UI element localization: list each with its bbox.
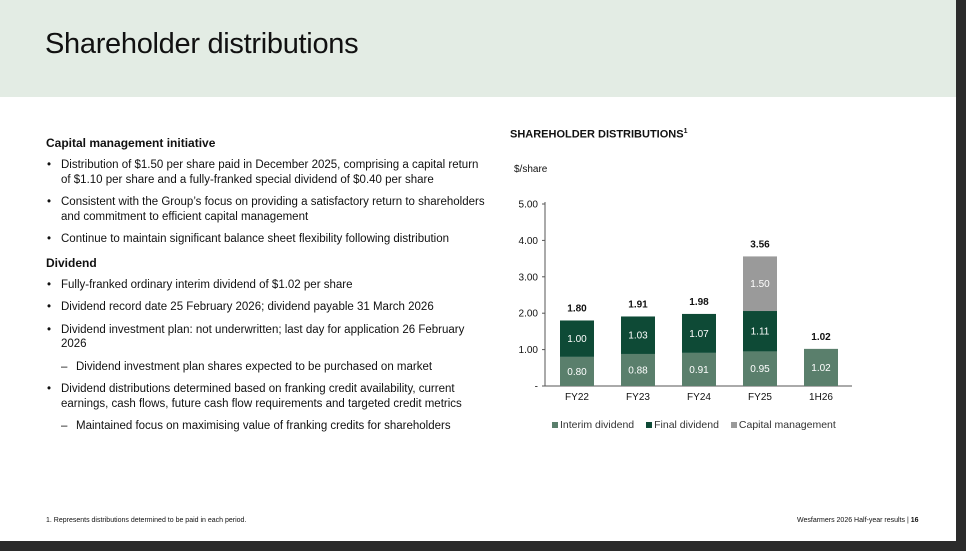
legend-swatch xyxy=(552,422,558,428)
bar-segment-label: 0.95 xyxy=(750,364,770,375)
footer-source: Wesfarmers 2026 Half-year results | 16 xyxy=(797,517,919,524)
bar-segment-label: 0.80 xyxy=(567,367,587,378)
x-tick-label: FY24 xyxy=(687,392,711,403)
bar-segment-label: 1.02 xyxy=(811,363,831,374)
x-tick-label: FY23 xyxy=(626,392,650,403)
y-tick-label: 4.00 xyxy=(519,236,539,247)
bullet-item: Distribution of $1.50 per share paid in … xyxy=(46,158,486,187)
chart-title: SHAREHOLDER DISTRIBUTIONS1 xyxy=(510,128,688,141)
bar-segment xyxy=(743,351,777,386)
legend-item: Final dividend xyxy=(646,419,719,431)
text-column: Capital management initiative Distributio… xyxy=(46,135,486,442)
bar-segment-label: 1.50 xyxy=(750,279,770,290)
bar-total-label: 1.98 xyxy=(689,297,709,308)
bar-total-label: 1.80 xyxy=(567,303,587,314)
x-tick-label: FY22 xyxy=(565,392,589,403)
bar-total-label: 3.56 xyxy=(750,239,770,250)
bar-segment xyxy=(804,348,838,386)
bar-total-label: 1.02 xyxy=(811,332,831,343)
bar-total-label: 1.91 xyxy=(628,299,648,310)
bullet-item: Fully-franked ordinary interim dividend … xyxy=(46,278,486,293)
bullet-list: Fully-franked ordinary interim dividend … xyxy=(46,278,486,434)
slide: Shareholder distributions Capital manage… xyxy=(0,0,956,541)
chart-legend: Interim dividend Final dividend Capital ma… xyxy=(552,419,836,431)
bar-segment xyxy=(743,311,777,352)
legend-item: Interim dividend xyxy=(552,419,634,431)
page-number: 16 xyxy=(910,517,919,524)
bar-segment-label: 1.00 xyxy=(567,334,587,345)
section-heading: Capital management initiative xyxy=(46,136,216,150)
y-axis-label: $/share xyxy=(514,164,548,175)
bullet-item: Dividend record date 25 February 2026; d… xyxy=(46,300,486,315)
bar-segment-label: 0.88 xyxy=(628,365,648,376)
y-tick-label: 5.00 xyxy=(519,200,539,211)
bar-segment xyxy=(743,256,777,312)
section-heading: Dividend xyxy=(46,255,97,270)
x-tick-label: FY25 xyxy=(748,392,772,403)
sub-bullet-item: Dividend investment plan shares expected… xyxy=(46,360,486,375)
y-tick-label: 2.00 xyxy=(519,309,539,320)
bar-segment-label: 1.11 xyxy=(751,327,770,338)
y-tick-label: 1.00 xyxy=(519,345,539,356)
bar-segment-label: 1.03 xyxy=(628,331,648,342)
bullet-item: Dividend investment plan: not underwritt… xyxy=(46,323,486,352)
bar-segment xyxy=(560,320,594,357)
legend-label: Interim dividend xyxy=(560,419,635,431)
stacked-bar-chart: - 1.00 2.00 3.00 4.00 5.00 0.80 1.00 1.80 FY22 0.8… xyxy=(519,200,852,403)
bar-segment xyxy=(621,353,655,386)
legend-swatch xyxy=(646,422,653,428)
bullet-item: Consistent with the Group’s focus on pro… xyxy=(46,195,486,224)
bar-segment xyxy=(621,316,655,354)
bar-segment-label: 0.91 xyxy=(689,365,709,376)
legend-swatch xyxy=(730,422,737,428)
bar-segment xyxy=(682,313,716,353)
bar-segment-label: 1.07 xyxy=(689,329,709,340)
legend-item: Capital management xyxy=(730,419,836,431)
bullet-list: Distribution of $1.50 per share paid in … xyxy=(46,158,486,247)
y-tick-label: 3.00 xyxy=(519,272,539,283)
sub-bullet-item: Maintained focus on maximising value of … xyxy=(46,419,486,434)
footnote: 1. Represents distributions determined t… xyxy=(46,517,247,524)
x-tick-label: 1H26 xyxy=(809,392,833,403)
bar-segment xyxy=(560,356,594,386)
bullet-item: Dividend distributions determined based … xyxy=(46,382,486,411)
page-title: Shareholder distributions xyxy=(45,28,359,60)
header-band: Shareholder distributions xyxy=(0,0,956,97)
bullet-item: Continue to maintain significant balance… xyxy=(46,232,486,247)
legend-label: Capital management xyxy=(738,419,836,431)
y-tick-label: - xyxy=(535,382,538,393)
bar-segment xyxy=(682,352,716,386)
chart-title-footnote-ref: 1 xyxy=(683,128,688,135)
legend-label: Final dividend xyxy=(654,419,719,431)
